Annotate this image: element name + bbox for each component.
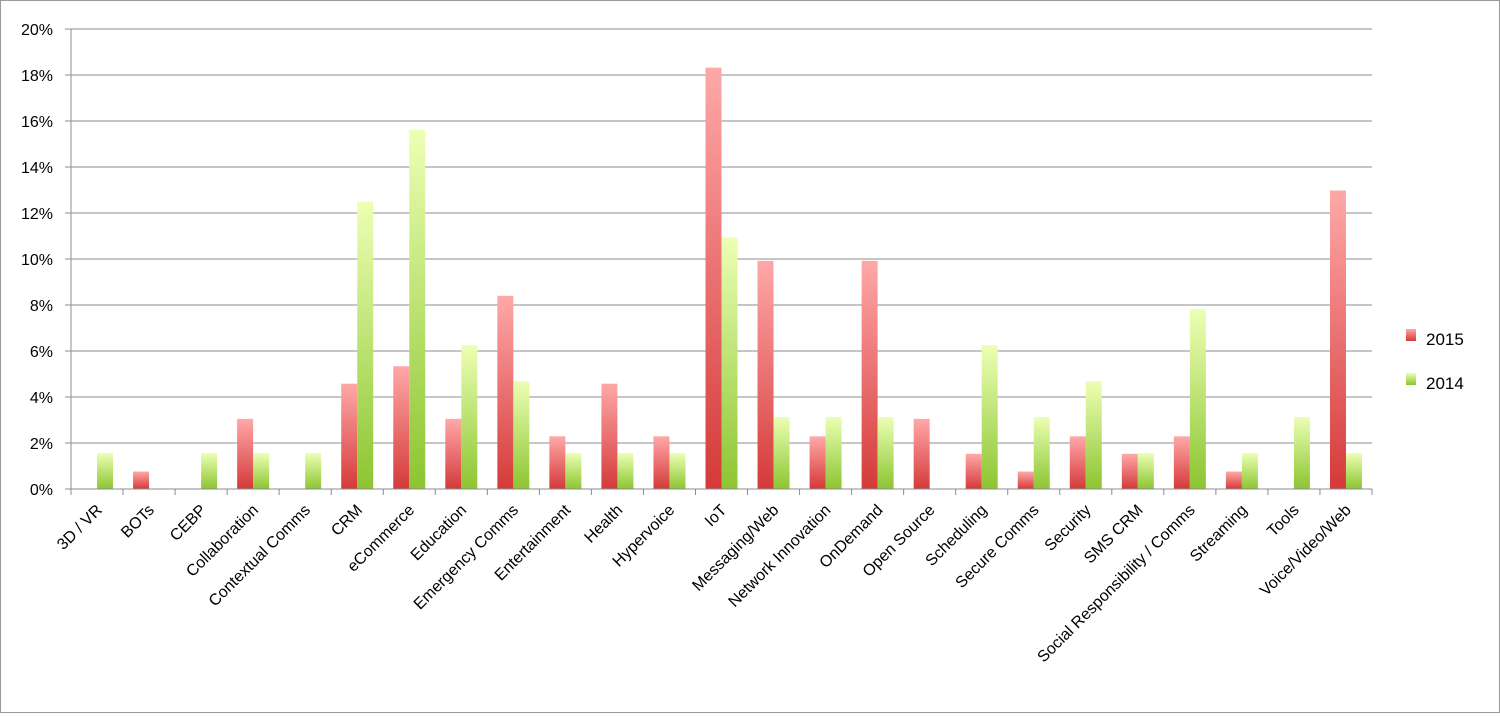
bar-2014 [825,417,842,489]
y-tick-label: 18% [21,68,53,85]
bar-2014 [1189,309,1206,489]
category-label: 3D / VR [54,502,106,554]
bar-2015 [393,366,410,489]
bar-2014 [1241,453,1258,489]
bar-2015 [341,383,358,489]
bar-2015 [757,260,774,489]
y-tick-label: 12% [21,206,53,223]
bar-2014 [357,201,374,489]
y-tick-label: 4% [30,390,53,407]
category-label: CEBP [167,502,210,545]
category-label: Voice/Video/Web [1257,502,1355,600]
bar-2015 [1173,436,1190,489]
bar-2015 [497,295,514,489]
y-tick-label: 16% [21,114,53,131]
y-tick-label: 20% [21,22,53,39]
y-tick-labels: 0% 2% 4% 6% 8% 10% 12% 14% 16% 18% 20% [21,22,53,499]
legend-label-2015: 2015 [1426,330,1464,349]
legend-label-2014: 2014 [1426,374,1464,393]
bar-2015 [653,436,670,489]
category-label: Health [582,502,627,547]
category-label: Network Innovation [726,502,835,611]
y-tick-label: 10% [21,252,53,269]
bar-2015 [237,418,254,489]
bar-2014 [1085,381,1102,489]
bar-2014 [97,453,114,489]
y-tick-label: 14% [21,160,53,177]
y-tick-label: 6% [30,344,53,361]
category-label: CRM [328,502,366,540]
bar-2014 [773,417,790,489]
bar-2014 [721,237,738,489]
bar-2015 [1121,453,1138,489]
bar-2014 [513,381,530,489]
bar-2014 [305,453,322,489]
legend: 2015 2014 [1406,329,1464,393]
bar-2014 [461,345,478,489]
y-tick-label: 0% [30,482,53,499]
category-label: Tools [1264,502,1302,540]
bar-2015 [1069,436,1086,489]
bar-2015 [1329,190,1346,489]
bar-2015 [601,383,618,489]
bar-2015 [549,436,566,489]
legend-swatch-2014 [1406,373,1416,385]
bar-2014 [1137,453,1154,489]
bar-2015 [809,436,826,489]
bars [97,67,1362,489]
category-label: Security [1042,502,1095,555]
axes [70,29,1373,495]
category-label: Contextual Comms [206,502,314,610]
bar-2015 [705,67,722,489]
bar-2015 [445,418,462,489]
y-tick-label: 2% [30,436,53,453]
bar-2015 [133,471,150,489]
bar-2014 [877,417,894,489]
bar-2015 [913,418,930,489]
bar-2014 [1293,417,1310,489]
bar-2014 [565,453,582,489]
category-label: Streaming [1187,502,1251,566]
bar-2015 [965,453,982,489]
bar-2015 [1017,471,1034,489]
category-label: BOTs [118,502,158,542]
bar-2015 [1225,471,1242,489]
bar-2014 [669,453,686,489]
legend-swatch-2015 [1406,329,1416,341]
bar-2014 [1345,453,1362,489]
bar-2015 [861,260,878,489]
y-tick-label: 8% [30,298,53,315]
bar-2014 [1033,417,1050,489]
category-label: IoT [702,502,731,531]
bar-2014 [201,453,218,489]
bar-2014 [409,129,426,489]
bar-2014 [253,453,270,489]
bar-2014 [981,345,998,489]
bar-2014 [617,453,634,489]
